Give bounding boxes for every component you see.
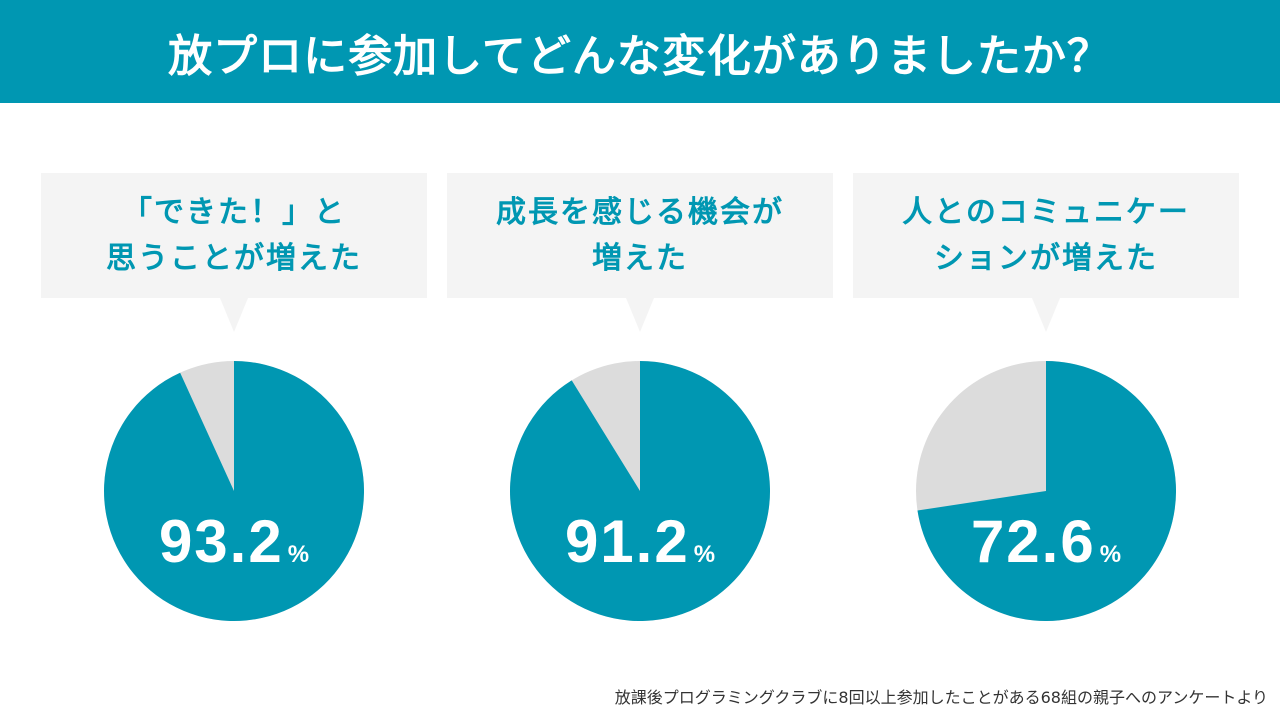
pie-value-label: 93.2% <box>104 507 364 576</box>
chart-panel-2: 成長を感じる機会が 増えた 91.2% <box>447 173 833 623</box>
pie-chart-1: 93.2% <box>104 361 364 621</box>
pie-value-unit: % <box>693 541 716 568</box>
chart-panel-3: 人とのコミュニケー ションが増えた 72.6% <box>853 173 1239 623</box>
pie-chart-2: 91.2% <box>510 361 770 621</box>
pie-svg <box>916 361 1176 621</box>
pie-value-label: 72.6% <box>916 507 1176 576</box>
pie-value-number: 93.2 <box>158 508 284 575</box>
caption-line: 増えた <box>592 240 688 276</box>
header-bar: 放プロに参加してどんな変化がありましたか？ <box>0 0 1280 103</box>
caption-line: 思うことが増えた <box>106 240 362 276</box>
pie-slice-value <box>510 361 770 621</box>
caption-line: 「できた！」と <box>122 194 346 230</box>
pie-slice-value <box>917 361 1176 621</box>
pie-slice-value <box>104 361 364 621</box>
source-footnote: 放課後プログラミングクラブに8回以上参加したことがある68組の親子へのアンケート… <box>614 688 1268 707</box>
caption-line: ションが増えた <box>934 240 1158 276</box>
pie-chart-3: 72.6% <box>916 361 1176 621</box>
caption-bubble-1: 「できた！」と 思うことが増えた <box>41 173 427 332</box>
pie-value-label: 91.2% <box>510 507 770 576</box>
caption-bubble-2: 成長を感じる機会が 増えた <box>447 173 833 332</box>
chart-panel-1: 「できた！」と 思うことが増えた 93.2% <box>41 173 427 623</box>
caption-line: 人とのコミュニケー <box>902 194 1190 230</box>
pie-svg <box>510 361 770 621</box>
pie-value-number: 72.6 <box>970 508 1096 575</box>
pie-value-unit: % <box>1099 541 1122 568</box>
pie-value-number: 91.2 <box>564 508 690 575</box>
caption-bubble-3: 人とのコミュニケー ションが増えた <box>853 173 1239 332</box>
page-title: 放プロに参加してどんな変化がありましたか？ <box>168 30 1112 82</box>
pie-value-unit: % <box>287 541 310 568</box>
pie-svg <box>104 361 364 621</box>
caption-line: 成長を感じる機会が <box>496 194 784 230</box>
